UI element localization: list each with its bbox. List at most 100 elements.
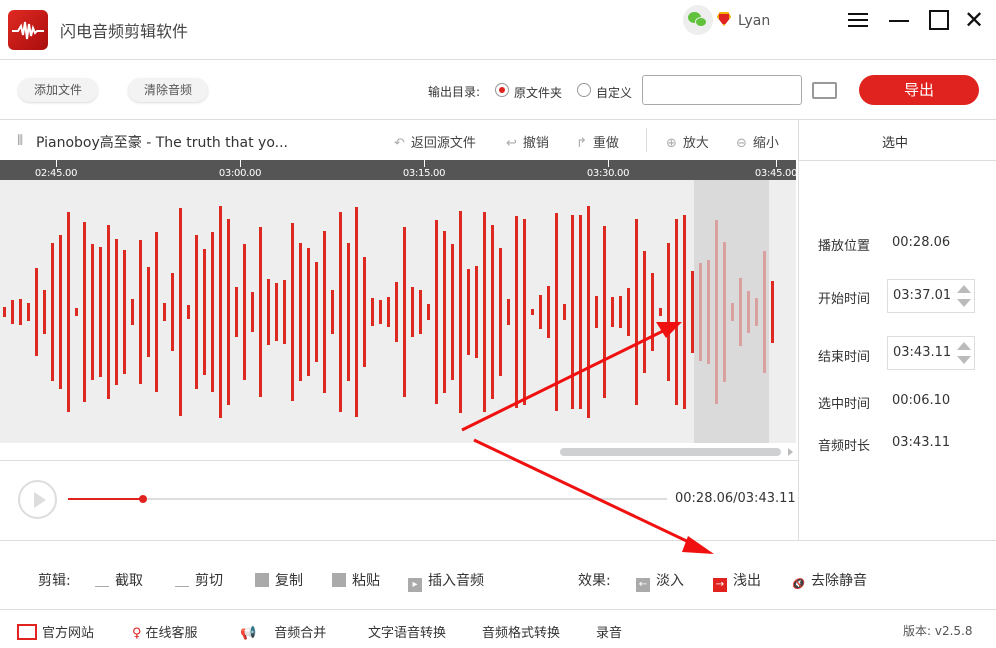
waveform-bar: [99, 247, 102, 377]
waveform-bar: [491, 225, 494, 399]
increment-icon[interactable]: [957, 285, 971, 293]
horizontal-scrollbar[interactable]: [560, 448, 781, 456]
waveform-bar: [27, 303, 30, 321]
waveform-bar: [115, 239, 118, 385]
waveform-bar: [51, 243, 54, 381]
waveform-bar: [67, 212, 70, 412]
zoom-in-button[interactable]: ⊕ 放大: [666, 136, 709, 151]
tts-link[interactable]: 文字语音转换: [368, 626, 447, 641]
crop-button[interactable]: 截取: [95, 570, 143, 590]
menu-icon[interactable]: [845, 8, 875, 34]
scroll-right-icon[interactable]: [788, 448, 793, 456]
start-time-label: 开始时间: [818, 292, 871, 307]
zoom-out-icon: ⊖: [736, 136, 747, 151]
revert-button[interactable]: ↶ 返回源文件: [394, 136, 476, 151]
radio-custom[interactable]: [577, 83, 591, 97]
radio-original-folder[interactable]: [495, 83, 509, 97]
zoom-in-icon: ⊕: [666, 136, 677, 151]
waveform: [3, 206, 774, 418]
folder-icon[interactable]: [812, 82, 837, 99]
increment-icon[interactable]: [957, 342, 971, 350]
radio-custom-label[interactable]: 自定义: [596, 86, 633, 100]
waveform-bar: [75, 308, 78, 316]
tick-label: 03:45.00: [754, 168, 798, 179]
tick-label: 03:15.00: [402, 168, 446, 179]
waveform-bar: [723, 242, 726, 382]
waveform-bar: [683, 215, 686, 409]
waveform-bar: [427, 304, 430, 320]
divider: [0, 59, 996, 60]
divider: [799, 160, 996, 161]
divider: [0, 609, 996, 610]
waveform-bar: [243, 244, 246, 380]
app-logo: [8, 10, 48, 50]
waveform-bar: [531, 309, 534, 315]
decrement-icon[interactable]: [957, 299, 971, 307]
waveform-bar: [555, 213, 558, 411]
waveform-bar: [579, 215, 582, 409]
progress-track[interactable]: [68, 498, 667, 500]
waveform-bar: [211, 232, 214, 392]
undo-icon: ↩: [506, 136, 517, 151]
waveform-bar: [331, 290, 334, 334]
waveform-bar: [323, 231, 326, 393]
remove-silence-button[interactable]: 🔇 去除静音: [791, 573, 867, 590]
waveform-bar: [387, 297, 390, 327]
player-time: 00:28.06/03:43.11: [675, 491, 796, 506]
zoom-out-button[interactable]: ⊖ 缩小: [736, 136, 779, 151]
start-time-input[interactable]: 03:37.01: [887, 279, 975, 313]
waveform-bar: [347, 243, 350, 381]
waveform-bar: [171, 273, 174, 351]
timeline-ruler[interactable]: 02:45.00 03:00.00 03:15.00 03:30.00 03:4…: [0, 160, 798, 180]
fade-in-button[interactable]: ← 淡入: [636, 570, 684, 592]
waveform-bar: [571, 215, 574, 409]
insert-audio-button[interactable]: ▸ 插入音频: [408, 570, 484, 592]
clear-audio-button[interactable]: 清除音频: [128, 78, 208, 102]
radio-original-label[interactable]: 原文件夹: [514, 86, 563, 100]
filename: Pianoboy高至豪 - The truth that yo...: [36, 135, 288, 151]
redo-button[interactable]: ↱ 重做: [576, 136, 619, 151]
waveform-bar: [291, 223, 294, 401]
copy-button[interactable]: 复制: [255, 570, 303, 590]
maximize-icon[interactable]: [926, 8, 956, 34]
waveform-bar: [131, 299, 134, 325]
export-button[interactable]: 导出: [859, 75, 979, 105]
waveform-bar: [635, 219, 638, 405]
waveform-bar: [139, 240, 142, 384]
website-link[interactable]: 官方网站: [17, 622, 94, 641]
waveform-bar: [251, 292, 254, 332]
redo-icon: ↱: [576, 136, 587, 151]
wechat-icon[interactable]: [683, 5, 713, 35]
support-link[interactable]: ♀ 在线客服: [132, 626, 198, 641]
arrowhead: [682, 536, 714, 554]
progress-handle[interactable]: [138, 495, 147, 503]
fade-in-icon: ←: [636, 578, 650, 592]
minimize-icon[interactable]: [886, 8, 916, 34]
end-time-input[interactable]: 03:43.11: [887, 336, 975, 370]
waveform-bar: [451, 244, 454, 380]
format-convert-link[interactable]: 音频格式转换: [482, 626, 561, 641]
add-file-button[interactable]: 添加文件: [18, 78, 98, 102]
waveform-bar: [403, 227, 406, 397]
waveform-bar: [83, 222, 86, 402]
custom-path-input[interactable]: [642, 75, 802, 105]
close-icon[interactable]: ✕: [964, 6, 985, 34]
waveform-bar: [187, 305, 190, 319]
merge-link[interactable]: 📢 音频合并: [240, 626, 327, 641]
divider: [0, 119, 996, 120]
record-link[interactable]: 录音: [596, 626, 623, 641]
waveform-bar: [315, 262, 318, 362]
waveform-bar: [627, 288, 630, 336]
play-button[interactable]: [18, 480, 57, 519]
username[interactable]: Lyan: [738, 13, 771, 29]
waveform-bar: [227, 219, 230, 405]
fade-out-button[interactable]: → 浅出: [713, 570, 761, 592]
waveform-bar: [715, 220, 718, 404]
waveform-bar: [3, 307, 6, 317]
end-time-label: 结束时间: [818, 350, 871, 365]
undo-button[interactable]: ↩ 撤销: [506, 136, 549, 151]
paste-button[interactable]: 粘贴: [332, 570, 380, 590]
cut-button[interactable]: 剪切: [175, 570, 223, 590]
decrement-icon[interactable]: [957, 356, 971, 364]
waveform-bar: [411, 287, 414, 337]
